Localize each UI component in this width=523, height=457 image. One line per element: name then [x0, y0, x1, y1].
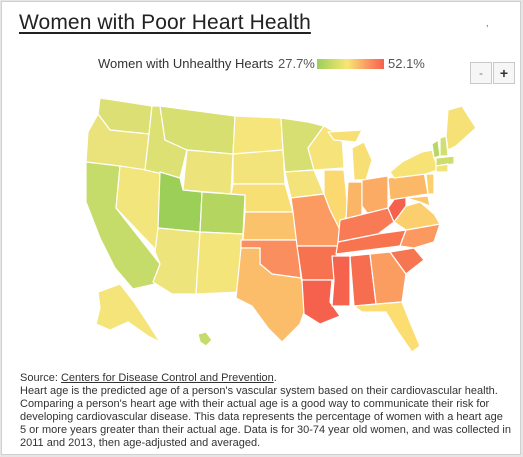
state-michigan-upper[interactable] [327, 129, 363, 143]
source-line: Source: Centers for Disease Control and … [20, 372, 512, 385]
page-title: Women with Poor Heart Health [19, 11, 311, 34]
state-hawaii[interactable] [197, 331, 213, 347]
legend-max-label: 52.1% [388, 56, 425, 71]
state-new-york[interactable] [389, 149, 439, 179]
legend-title: Women with Unhealthy Hearts [98, 56, 274, 71]
state-louisiana[interactable] [301, 279, 341, 325]
state-new-jersey[interactable] [425, 173, 435, 195]
source-prefix: Source: [20, 372, 61, 384]
state-arizona[interactable] [152, 227, 201, 295]
state-maryland[interactable] [405, 195, 431, 207]
state-north-dakota[interactable] [232, 115, 284, 155]
state-vermont[interactable] [431, 139, 441, 159]
state-massachusetts[interactable] [435, 155, 455, 167]
state-iowa[interactable] [284, 169, 325, 199]
zoom-out-button[interactable]: - [470, 62, 492, 84]
source-suffix: . [273, 372, 277, 384]
state-new-hampshire[interactable] [439, 135, 449, 157]
state-florida[interactable] [353, 301, 421, 353]
state-kansas[interactable] [242, 211, 298, 241]
state-maine[interactable] [445, 105, 477, 151]
source-link[interactable]: Centers for Disease Control and Preventi… [60, 372, 274, 384]
us-states-map [85, 97, 477, 353]
state-south-dakota[interactable] [232, 149, 286, 185]
state-georgia[interactable] [369, 251, 407, 305]
state-wyoming[interactable] [182, 149, 234, 195]
state-north-carolina[interactable] [399, 223, 441, 249]
state-indiana[interactable] [345, 181, 363, 221]
state-mississippi[interactable] [331, 255, 351, 307]
state-connecticut[interactable] [435, 163, 449, 173]
state-south-carolina[interactable] [389, 247, 425, 275]
corner-mark: , [486, 18, 489, 28]
state-arkansas[interactable] [296, 245, 339, 281]
description-text: Heart age is the predicted age of a pers… [20, 385, 511, 450]
state-colorado[interactable] [199, 191, 246, 235]
state-alaska[interactable] [95, 283, 161, 343]
state-new-mexico[interactable] [195, 231, 244, 295]
legend-min-label: 27.7% [278, 56, 315, 71]
state-ohio[interactable] [361, 175, 389, 215]
state-michigan[interactable] [351, 141, 373, 181]
footer: Source: Centers for Disease Control and … [20, 372, 512, 451]
zoom-in-button[interactable]: + [493, 62, 515, 84]
legend-color-scale [317, 59, 384, 69]
